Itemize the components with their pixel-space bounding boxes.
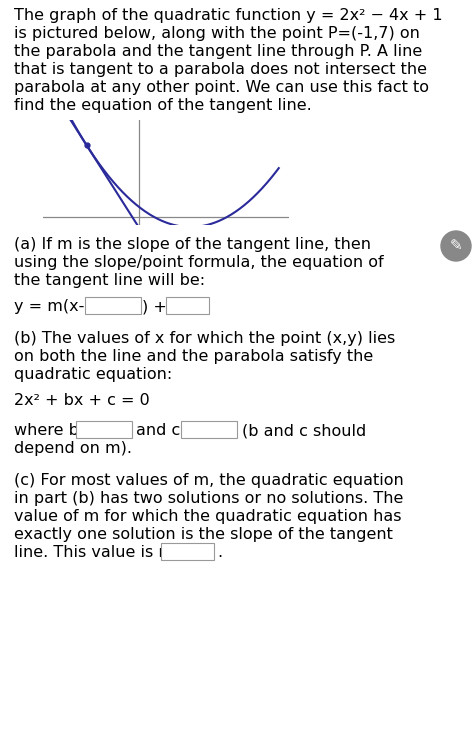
Text: ✎: ✎ <box>450 239 462 254</box>
Text: find the equation of the tangent line.: find the equation of the tangent line. <box>14 98 312 113</box>
Text: depend on m).: depend on m). <box>14 441 132 456</box>
Text: .: . <box>217 545 222 560</box>
Text: line. This value is ​m​ =: line. This value is ​m​ = <box>14 545 198 560</box>
Text: (c) For most values of m, the quadratic equation: (c) For most values of m, the quadratic … <box>14 473 404 488</box>
Text: (b and c should: (b and c should <box>242 423 366 438</box>
Text: on both the line and the parabola satisfy the: on both the line and the parabola satisf… <box>14 349 373 364</box>
Text: (b) The values of x for which the point (x,y) lies: (b) The values of x for which the point … <box>14 331 395 346</box>
Text: the parabola and the tangent line through P. A line: the parabola and the tangent line throug… <box>14 44 422 59</box>
Text: ) +: ) + <box>142 299 172 314</box>
Text: The graph of the quadratic function y = 2x² − 4x + 1: The graph of the quadratic function y = … <box>14 8 443 23</box>
Text: in part (b) has two solutions or no solutions. The: in part (b) has two solutions or no solu… <box>14 491 403 506</box>
Text: is pictured below, along with the point P=(-1,7) on: is pictured below, along with the point … <box>14 26 420 41</box>
Text: exactly one solution is the slope of the tangent: exactly one solution is the slope of the… <box>14 527 393 542</box>
Text: where b=: where b= <box>14 423 92 438</box>
Text: parabola at any other point. We can use this fact to: parabola at any other point. We can use … <box>14 80 429 95</box>
FancyBboxPatch shape <box>76 420 133 437</box>
Text: value of m for which the quadratic equation has: value of m for which the quadratic equat… <box>14 509 401 524</box>
Text: 2x² + bx + c = 0: 2x² + bx + c = 0 <box>14 393 150 408</box>
FancyBboxPatch shape <box>182 420 237 437</box>
Text: the tangent line will be:: the tangent line will be: <box>14 273 205 288</box>
Circle shape <box>441 231 471 261</box>
Text: that is tangent to a parabola does not intersect the: that is tangent to a parabola does not i… <box>14 62 427 77</box>
Text: using the slope/point formula, the equation of: using the slope/point formula, the equat… <box>14 255 383 270</box>
Text: (a) If ​m​ is the slope of the tangent line, then: (a) If ​m​ is the slope of the tangent l… <box>14 237 371 252</box>
FancyBboxPatch shape <box>162 542 215 559</box>
Text: quadratic equation:: quadratic equation: <box>14 367 172 382</box>
Text: y = m(x-: y = m(x- <box>14 299 84 314</box>
FancyBboxPatch shape <box>166 297 210 313</box>
Text: and c=: and c= <box>136 423 194 438</box>
FancyBboxPatch shape <box>85 297 142 313</box>
